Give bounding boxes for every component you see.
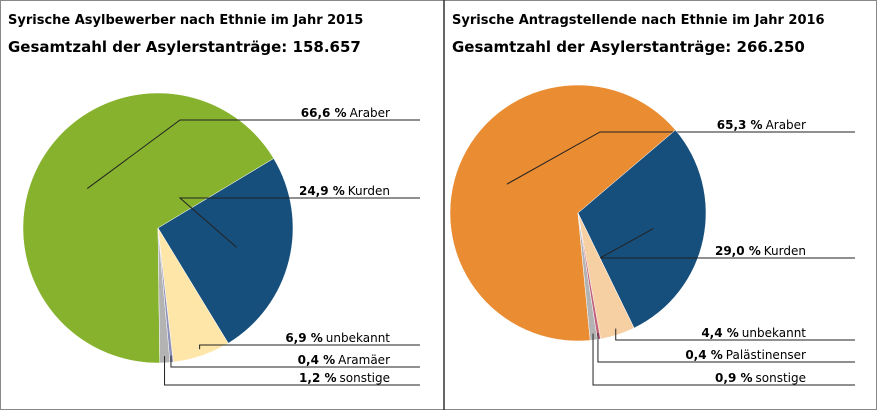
leader-line <box>597 332 855 363</box>
slice-category: Aramäer <box>338 353 390 367</box>
chart-title: Syrische Asylbewerber nach Ethnie im Jah… <box>8 13 363 28</box>
slice-category: Kurden <box>348 184 390 198</box>
slice-value-label: 0,4 % <box>298 353 335 367</box>
leader-line <box>164 356 420 386</box>
chart-subtitle: Gesamtzahl der Asylerstanträge: 158.657 <box>8 38 361 56</box>
leader-line <box>506 131 855 185</box>
slice-category: Araber <box>350 106 390 120</box>
slice-category: Palästinenser <box>726 348 806 362</box>
slice-category: unbekannt <box>326 331 391 345</box>
chart-title: Syrische Antragstellende nach Ethnie im … <box>452 13 825 28</box>
slice-category: sonstige <box>756 371 807 385</box>
slice-value-label: 65,3 % <box>717 118 763 132</box>
slice-value-label: 0,9 % <box>715 371 752 385</box>
slice-category: Araber <box>766 118 806 132</box>
leader-line <box>170 355 420 368</box>
pie-slice <box>577 212 598 341</box>
slice-value-label: 0,4 % <box>685 348 722 362</box>
leader-line <box>178 197 420 248</box>
slice-value-label: 4,4 % <box>701 326 738 340</box>
chart-subtitle: Gesamtzahl der Asylerstanträge: 266.250 <box>452 38 805 56</box>
pie-slice <box>157 158 294 344</box>
pie-slice <box>449 84 676 342</box>
slice-value-label: 24,9 % <box>299 184 345 198</box>
leader-line <box>199 344 420 350</box>
slice-value-label: 29,0 % <box>715 244 761 258</box>
leader-line <box>592 333 855 386</box>
pie-slice <box>22 92 275 364</box>
leader-line <box>615 328 855 341</box>
slice-category: sonstige <box>340 371 391 385</box>
slice-value-label: 1,2 % <box>299 371 336 385</box>
slice-category: unbekannt <box>742 326 807 340</box>
slice-category: Kurden <box>764 244 806 258</box>
slice-value-label: 66,6 % <box>301 106 347 120</box>
leader-line <box>86 119 420 189</box>
slice-value-label: 6,9 % <box>285 331 322 345</box>
